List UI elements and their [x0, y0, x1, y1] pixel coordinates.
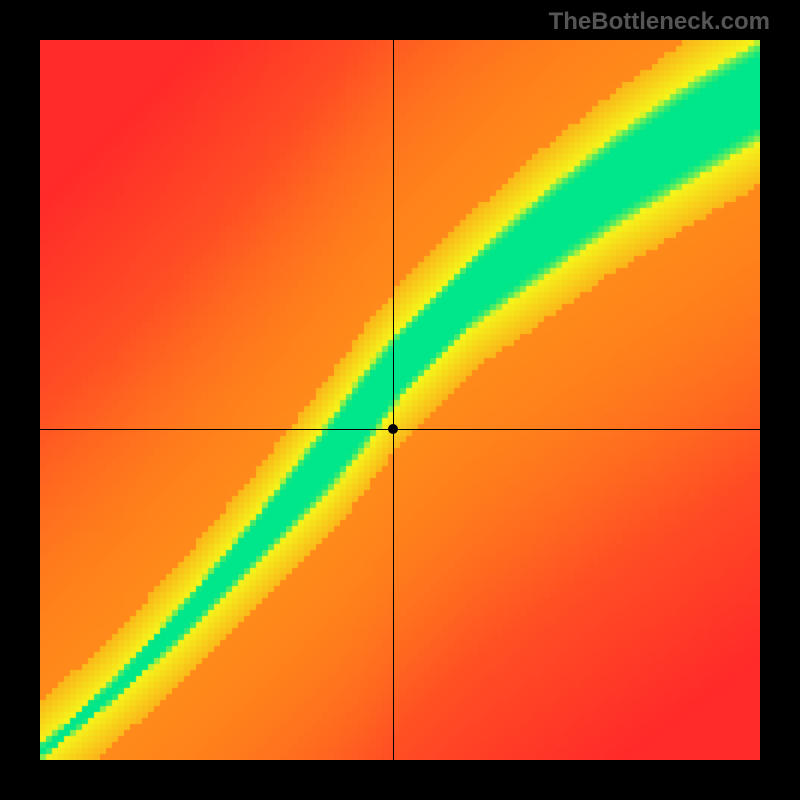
watermark-text: TheBottleneck.com	[549, 8, 770, 36]
heatmap-canvas	[40, 40, 760, 760]
data-point-marker	[388, 424, 398, 434]
bottleneck-heatmap	[40, 40, 760, 760]
crosshair-horizontal	[40, 429, 760, 430]
crosshair-vertical	[393, 40, 394, 760]
